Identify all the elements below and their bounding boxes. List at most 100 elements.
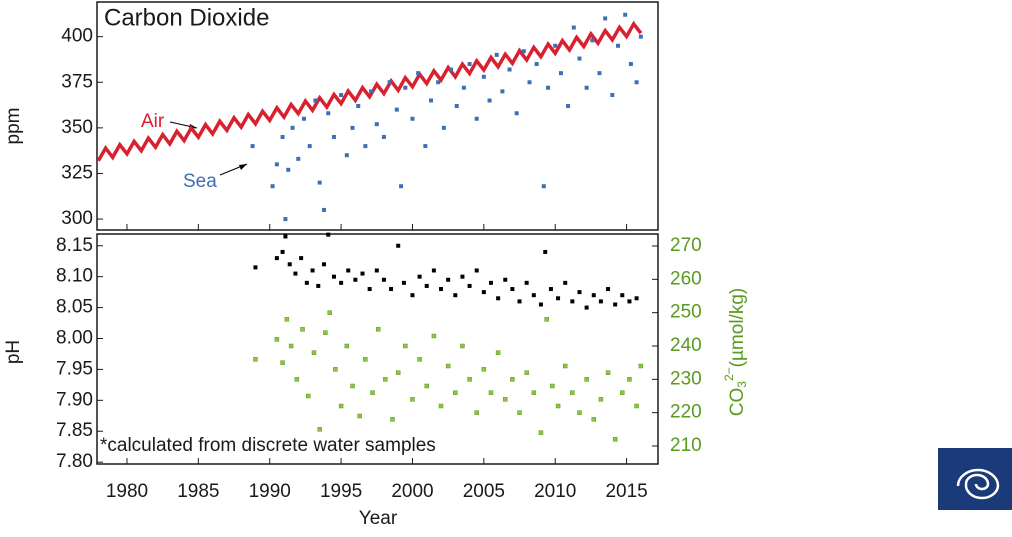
- point: [563, 280, 568, 285]
- point: [481, 367, 487, 372]
- point: [346, 268, 351, 273]
- point: [610, 93, 615, 98]
- point: [410, 116, 415, 121]
- y2-tick-label: 270: [670, 235, 702, 256]
- x-tick-label: 1985: [177, 481, 219, 502]
- point: [369, 89, 374, 94]
- point: [503, 397, 508, 402]
- point: [431, 268, 436, 273]
- point: [474, 410, 479, 415]
- point: [507, 67, 512, 72]
- point: [550, 383, 555, 389]
- point: [494, 52, 499, 57]
- x-tick-label: 2015: [605, 481, 647, 502]
- point: [313, 98, 318, 103]
- point: [590, 38, 595, 43]
- point: [417, 274, 422, 279]
- point: [274, 162, 279, 167]
- y-tick-label: 375: [61, 71, 93, 92]
- y-tick-label: 300: [61, 208, 93, 229]
- point: [253, 265, 258, 270]
- logo-spiral: [956, 468, 1000, 500]
- point: [546, 85, 551, 90]
- point: [280, 134, 285, 139]
- point: [620, 293, 625, 298]
- point: [250, 144, 255, 149]
- point: [606, 287, 611, 292]
- y-tick-label: 400: [61, 26, 93, 47]
- point: [538, 430, 544, 435]
- annotation: *calculated from discrete water samples: [100, 435, 436, 456]
- point: [310, 268, 315, 273]
- point: [460, 274, 465, 279]
- point: [423, 144, 428, 149]
- point: [558, 71, 563, 76]
- point: [566, 103, 571, 108]
- point: [424, 283, 429, 288]
- point: [270, 184, 275, 189]
- y-tick-label: 325: [61, 162, 93, 183]
- chart-title: Carbon Dioxide: [104, 4, 269, 31]
- point: [383, 377, 388, 382]
- point: [571, 25, 576, 30]
- point: [338, 403, 344, 409]
- x-axis-label: Year: [359, 508, 398, 529]
- bottom-frame: [96, 233, 659, 465]
- point: [496, 296, 501, 301]
- point: [363, 144, 368, 149]
- point: [441, 125, 446, 130]
- point: [577, 410, 582, 415]
- point: [627, 377, 632, 382]
- y-tick-label: 7.85: [56, 420, 93, 441]
- point: [353, 277, 358, 282]
- point: [294, 377, 300, 382]
- point: [510, 287, 515, 292]
- point: [387, 80, 392, 85]
- point: [301, 116, 306, 121]
- point: [620, 390, 625, 395]
- point: [287, 262, 292, 267]
- point: [344, 153, 349, 158]
- point: [514, 111, 519, 116]
- point: [553, 43, 558, 48]
- point: [283, 234, 288, 239]
- point: [524, 280, 529, 285]
- point: [360, 271, 365, 276]
- point: [562, 363, 568, 369]
- y2-tick-label: 260: [670, 268, 702, 289]
- point: [280, 249, 285, 254]
- y-tick-label: 8.10: [56, 266, 93, 287]
- label-part: 3: [735, 381, 749, 388]
- point: [543, 249, 548, 254]
- x-tick-label: 1995: [320, 481, 362, 502]
- point: [500, 89, 505, 94]
- point: [467, 377, 472, 382]
- point: [488, 280, 493, 285]
- point: [495, 350, 501, 355]
- point: [331, 274, 336, 279]
- point: [481, 74, 486, 79]
- point: [591, 417, 597, 422]
- point: [446, 277, 451, 282]
- point: [461, 85, 466, 90]
- point: [300, 327, 305, 332]
- point: [603, 16, 608, 21]
- point: [584, 305, 589, 310]
- point: [390, 417, 395, 422]
- point: [363, 357, 368, 362]
- point: [548, 287, 553, 292]
- point: [290, 125, 295, 130]
- point: [436, 80, 441, 85]
- point: [584, 377, 589, 382]
- point: [288, 343, 294, 349]
- point: [438, 403, 444, 409]
- annotation: Sea: [183, 171, 217, 192]
- point: [598, 397, 604, 402]
- point: [357, 413, 362, 419]
- point: [429, 98, 434, 103]
- y2-tick-label: 210: [670, 435, 702, 456]
- point: [339, 93, 344, 98]
- point: [374, 268, 379, 273]
- point: [453, 390, 458, 395]
